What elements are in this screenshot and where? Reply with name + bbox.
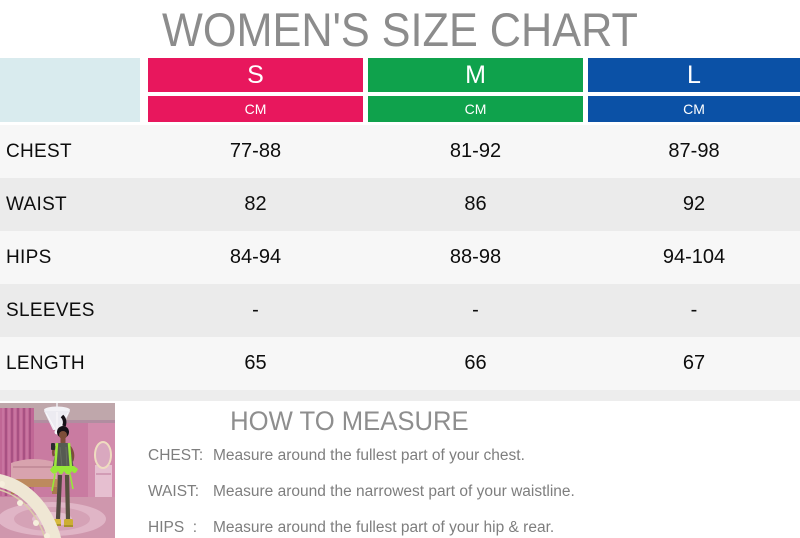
size-header-s: S bbox=[148, 58, 363, 92]
table-row-chest: CHEST 77-88 81-92 87-98 bbox=[0, 125, 800, 178]
unit-cell-s: CM bbox=[148, 96, 363, 122]
cell-value: - bbox=[252, 299, 259, 321]
cell-value: - bbox=[690, 299, 698, 321]
cell-value: 88-98 bbox=[449, 246, 502, 268]
cell-value: 77-88 bbox=[229, 140, 282, 162]
cell-value: 81-92 bbox=[449, 140, 502, 162]
cell-value: 94-104 bbox=[662, 246, 726, 268]
cell-value: 92 bbox=[682, 193, 706, 215]
cell-value: 67 bbox=[682, 352, 706, 374]
size-table-body: CHEST 77-88 81-92 87-98 WAIST 82 86 92 H… bbox=[0, 125, 800, 390]
size-header-m: M bbox=[368, 58, 583, 92]
how-to-measure-section: HOW TO MEASURE CHEST: Measure around the… bbox=[0, 401, 800, 538]
measure-text: Measure around the fullest part of your … bbox=[213, 519, 555, 536]
measure-line-hips: HIPS : Measure around the fullest part o… bbox=[148, 520, 800, 536]
row-label: SLEEVES bbox=[6, 299, 95, 321]
measure-line-waist: WAIST: Measure around the narrowest part… bbox=[148, 484, 800, 500]
measure-instructions: HOW TO MEASURE CHEST: Measure around the… bbox=[148, 401, 800, 536]
cell-value: 84-94 bbox=[229, 246, 282, 268]
measure-label: HIPS : bbox=[148, 519, 198, 536]
cell-value: 87-98 bbox=[668, 140, 720, 162]
row-label: WAIST bbox=[6, 193, 67, 215]
cell-value: 86 bbox=[464, 193, 487, 215]
table-header: S M L CM CM CM bbox=[0, 58, 800, 122]
model-photo bbox=[0, 403, 115, 538]
model-photo-illustration bbox=[0, 403, 115, 538]
measure-line-chest: CHEST: Measure around the fullest part o… bbox=[148, 448, 800, 464]
row-label: LENGTH bbox=[6, 352, 85, 374]
section-divider bbox=[0, 390, 800, 401]
row-label: HIPS bbox=[6, 246, 52, 268]
unit-cell-m: CM bbox=[368, 96, 583, 122]
size-header-l: L bbox=[588, 58, 800, 92]
measure-label: WAIST: bbox=[148, 483, 200, 500]
page-title: WOMEN'S SIZE CHART bbox=[162, 3, 638, 56]
table-corner-cell bbox=[0, 58, 140, 122]
table-row-hips: HIPS 84-94 88-98 94-104 bbox=[0, 231, 800, 284]
measure-label: CHEST: bbox=[148, 447, 204, 464]
unit-cell-l: CM bbox=[588, 96, 800, 122]
measure-text: Measure around the fullest part of your … bbox=[213, 447, 525, 464]
table-row-length: LENGTH 65 66 67 bbox=[0, 337, 800, 390]
table-row-sleeves: SLEEVES - - - bbox=[0, 284, 800, 337]
measure-heading: HOW TO MEASURE bbox=[230, 406, 469, 436]
measure-text: Measure around the narrowest part of you… bbox=[213, 483, 575, 500]
table-row-waist: WAIST 82 86 92 bbox=[0, 178, 800, 231]
cell-value: - bbox=[472, 299, 479, 321]
cell-value: 82 bbox=[244, 193, 267, 215]
row-label: CHEST bbox=[6, 140, 72, 162]
cell-value: 66 bbox=[464, 352, 487, 374]
cell-value: 65 bbox=[244, 352, 267, 374]
measure-list: CHEST: Measure around the fullest part o… bbox=[148, 448, 800, 536]
